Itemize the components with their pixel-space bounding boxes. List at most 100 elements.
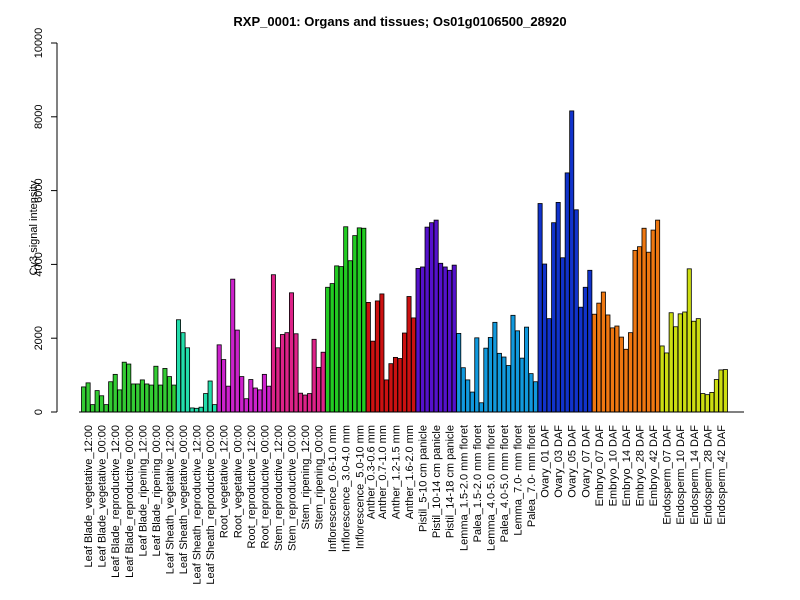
bar [542,263,548,413]
x-tick-label: Palea_4.0-5.0 mm floret [499,425,511,542]
x-tick-label: Leaf Sheath_reproductive_12:00 [192,425,204,585]
bar [293,333,299,413]
x-tick-label: Root_reproductive_00:00 [259,425,271,549]
bar [329,283,335,413]
bar [524,326,530,413]
x-tick-label: Root_reproductive_12:00 [246,425,258,549]
x-tick-label: Ovary_05 DAF [567,425,579,498]
bar [587,269,593,413]
bar [279,334,285,413]
bar [212,404,218,413]
bar [573,209,579,413]
bar [135,383,141,413]
bar [352,235,358,413]
x-tick-label: Inflorescence_5.0-10 mm [354,425,366,549]
bar [320,351,326,413]
x-tick-label: Embryo_42 DAF [648,425,660,507]
bar [515,330,520,413]
bar [474,337,480,413]
bar [379,293,385,413]
x-tick-label: Embryo_28 DAF [635,425,647,507]
bar [302,394,308,413]
bar [551,222,557,413]
x-tick-label: Pistil_14-18 cm panicle [445,425,457,538]
bar [275,347,281,413]
x-tick-label: Embryo_07 DAF [594,425,606,507]
bar [632,249,638,413]
bar [90,404,96,413]
bar [451,264,457,413]
x-tick-label: Lemma_7.0- mm floret [513,425,525,536]
bar [433,219,439,413]
x-tick-label: Anther_0.7-1.0 mm [377,425,389,519]
bar [655,219,661,413]
x-tick-label: Pistil_5-10 cm panicle [418,425,430,532]
bar [537,203,543,413]
bar [347,260,353,413]
bar [546,318,552,413]
bar [261,373,267,413]
bar [700,393,706,413]
y-tick-label: 4000 [33,252,45,276]
bar [334,265,340,413]
bar [374,300,380,413]
x-tick-label: Stem_ripening_12:00 [300,425,312,530]
bar [673,326,679,413]
bar [469,391,475,413]
bar [442,266,448,413]
bar [447,269,453,413]
bar [243,398,249,413]
bar [460,367,466,413]
bar [148,384,154,413]
x-tick-label: Ovary_03 DAF [553,425,565,498]
bar [596,302,602,413]
bar [686,268,692,413]
bar [230,278,236,413]
bar [139,379,145,413]
bar [501,356,507,413]
bar [185,347,191,413]
bar [194,407,200,413]
x-tick-label: Leaf Blade_reproductive_12:00 [110,425,122,578]
bar [289,292,294,413]
x-tick-label: Palea_1.5-2.0 mm floret [472,425,484,542]
bar [496,352,502,413]
bar [361,227,367,413]
bar [162,368,168,413]
bar [429,222,435,413]
x-tick-label: Stem_ripening_00:00 [314,425,326,530]
bar [207,380,213,413]
bar [483,347,489,413]
bar [578,306,584,413]
bar [618,336,624,413]
bar [402,332,407,413]
x-tick-label: Leaf Blade_ripening_12:00 [137,425,149,557]
bar [420,266,426,413]
bar [456,332,462,413]
bar [153,365,159,413]
x-tick-label: Stem_reproductive_12:00 [273,425,285,551]
bar [81,386,87,413]
bar [365,302,371,413]
bar [533,381,539,413]
bar [203,393,209,413]
x-tick-label: Ovary_07 DAF [580,425,592,498]
bar [438,262,444,413]
x-tick-label: Palea_7.0- mm floret [526,425,538,527]
x-tick-label: Leaf Blade_vegetative_12:00 [83,425,95,568]
bar [307,393,313,413]
x-tick-label: Pistil_10-14 cm panicle [431,425,443,538]
bar [370,340,376,413]
bar [582,286,588,413]
bar [225,385,231,413]
bar [668,312,674,413]
bar [600,291,606,413]
x-tick-label: Lemma_4.0-5.0 mm floret [485,425,497,551]
x-tick-label: Endosperm_28 DAF [702,425,714,525]
bar [609,327,615,413]
bar [605,314,611,413]
x-tick-label: Leaf Blade_ripening_00:00 [151,425,163,557]
x-tick-label: Leaf Sheath_vegetative_00:00 [178,425,190,574]
bar [510,314,516,413]
bar [239,376,245,413]
